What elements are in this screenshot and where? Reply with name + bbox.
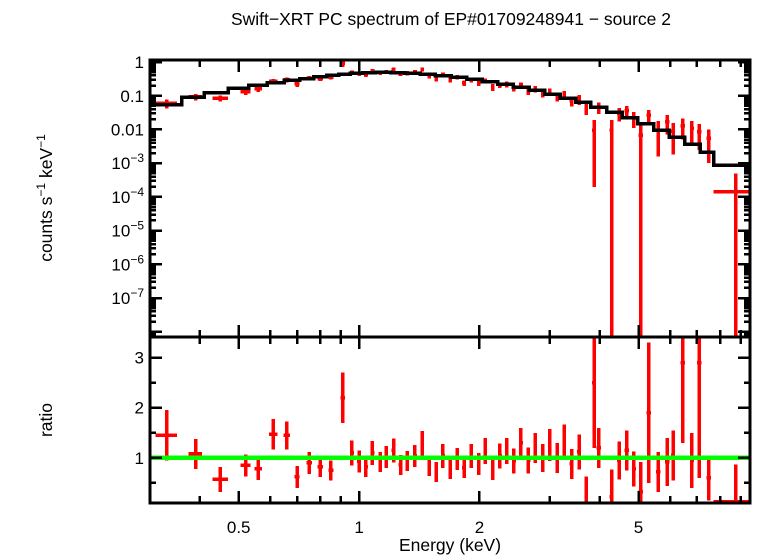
label-segment: 10 — [111, 154, 130, 173]
label-segment: −5 — [130, 219, 144, 233]
y-tick-label: 0.1 — [120, 87, 144, 106]
chart-title: Swift−XRT PC spectrum of EP#01709248941 … — [231, 9, 671, 29]
label-segment: −1 — [34, 134, 48, 148]
ratio-data-series — [155, 337, 750, 503]
label-segment: 10 — [111, 255, 130, 274]
ratio-tick-label: 3 — [135, 349, 144, 368]
label-segment: −1 — [34, 183, 48, 197]
label-segment: 10 — [111, 188, 130, 207]
label-segment: counts s — [36, 196, 56, 261]
ratio-tick-label: 1 — [135, 449, 144, 468]
ratio-tick-label: 2 — [135, 399, 144, 418]
x-tick-label: 0.5 — [227, 518, 251, 537]
x-tick-label: 1 — [354, 518, 363, 537]
ratio-y-axis-title: ratio — [36, 403, 56, 437]
model-step-line — [150, 70, 749, 168]
frames — [148, 58, 752, 505]
spectrum-frame — [148, 58, 752, 339]
label-segment: 10 — [111, 222, 130, 241]
y-tick-label: 10−4 — [111, 185, 144, 207]
x-tick-label: 2 — [475, 518, 484, 537]
x-axis-title: Energy (keV) — [399, 535, 501, 555]
label-segment: 10 — [111, 289, 130, 308]
label-segment: 1 — [135, 53, 144, 72]
plot-area: 0.5 1 2 510.10.0110−310−410−510−610−7123cou… — [34, 53, 752, 537]
tick-labels: 0.5 1 2 510.10.0110−310−410−510−610−7123cou… — [34, 53, 643, 537]
y-tick-label: 10−7 — [111, 286, 144, 308]
x-tick-label: 5 — [634, 518, 643, 537]
label-segment: −4 — [130, 185, 144, 199]
spectrum-data-series — [155, 60, 750, 337]
y-tick-label: 10−3 — [111, 151, 144, 173]
label-segment: −3 — [130, 151, 144, 165]
y-tick-label: 1 — [135, 53, 144, 72]
spectrum-panel — [150, 60, 750, 337]
label-segment: ratio — [36, 403, 56, 437]
y-tick-label: 10−6 — [111, 252, 144, 274]
y-tick-label: 0.01 — [111, 120, 144, 139]
label-segment: −7 — [130, 286, 144, 300]
label-segment: keV — [36, 148, 56, 183]
ratio-panel — [150, 337, 750, 503]
label-segment: 0.1 — [120, 87, 144, 106]
ratio-frame — [148, 335, 752, 505]
y-tick-label: 10−5 — [111, 219, 144, 241]
label-segment: 0.01 — [111, 120, 144, 139]
spectrum-y-axis-title: counts s−1 keV−1 — [34, 134, 56, 262]
ticks — [148, 60, 750, 503]
label-segment: −6 — [130, 252, 144, 266]
